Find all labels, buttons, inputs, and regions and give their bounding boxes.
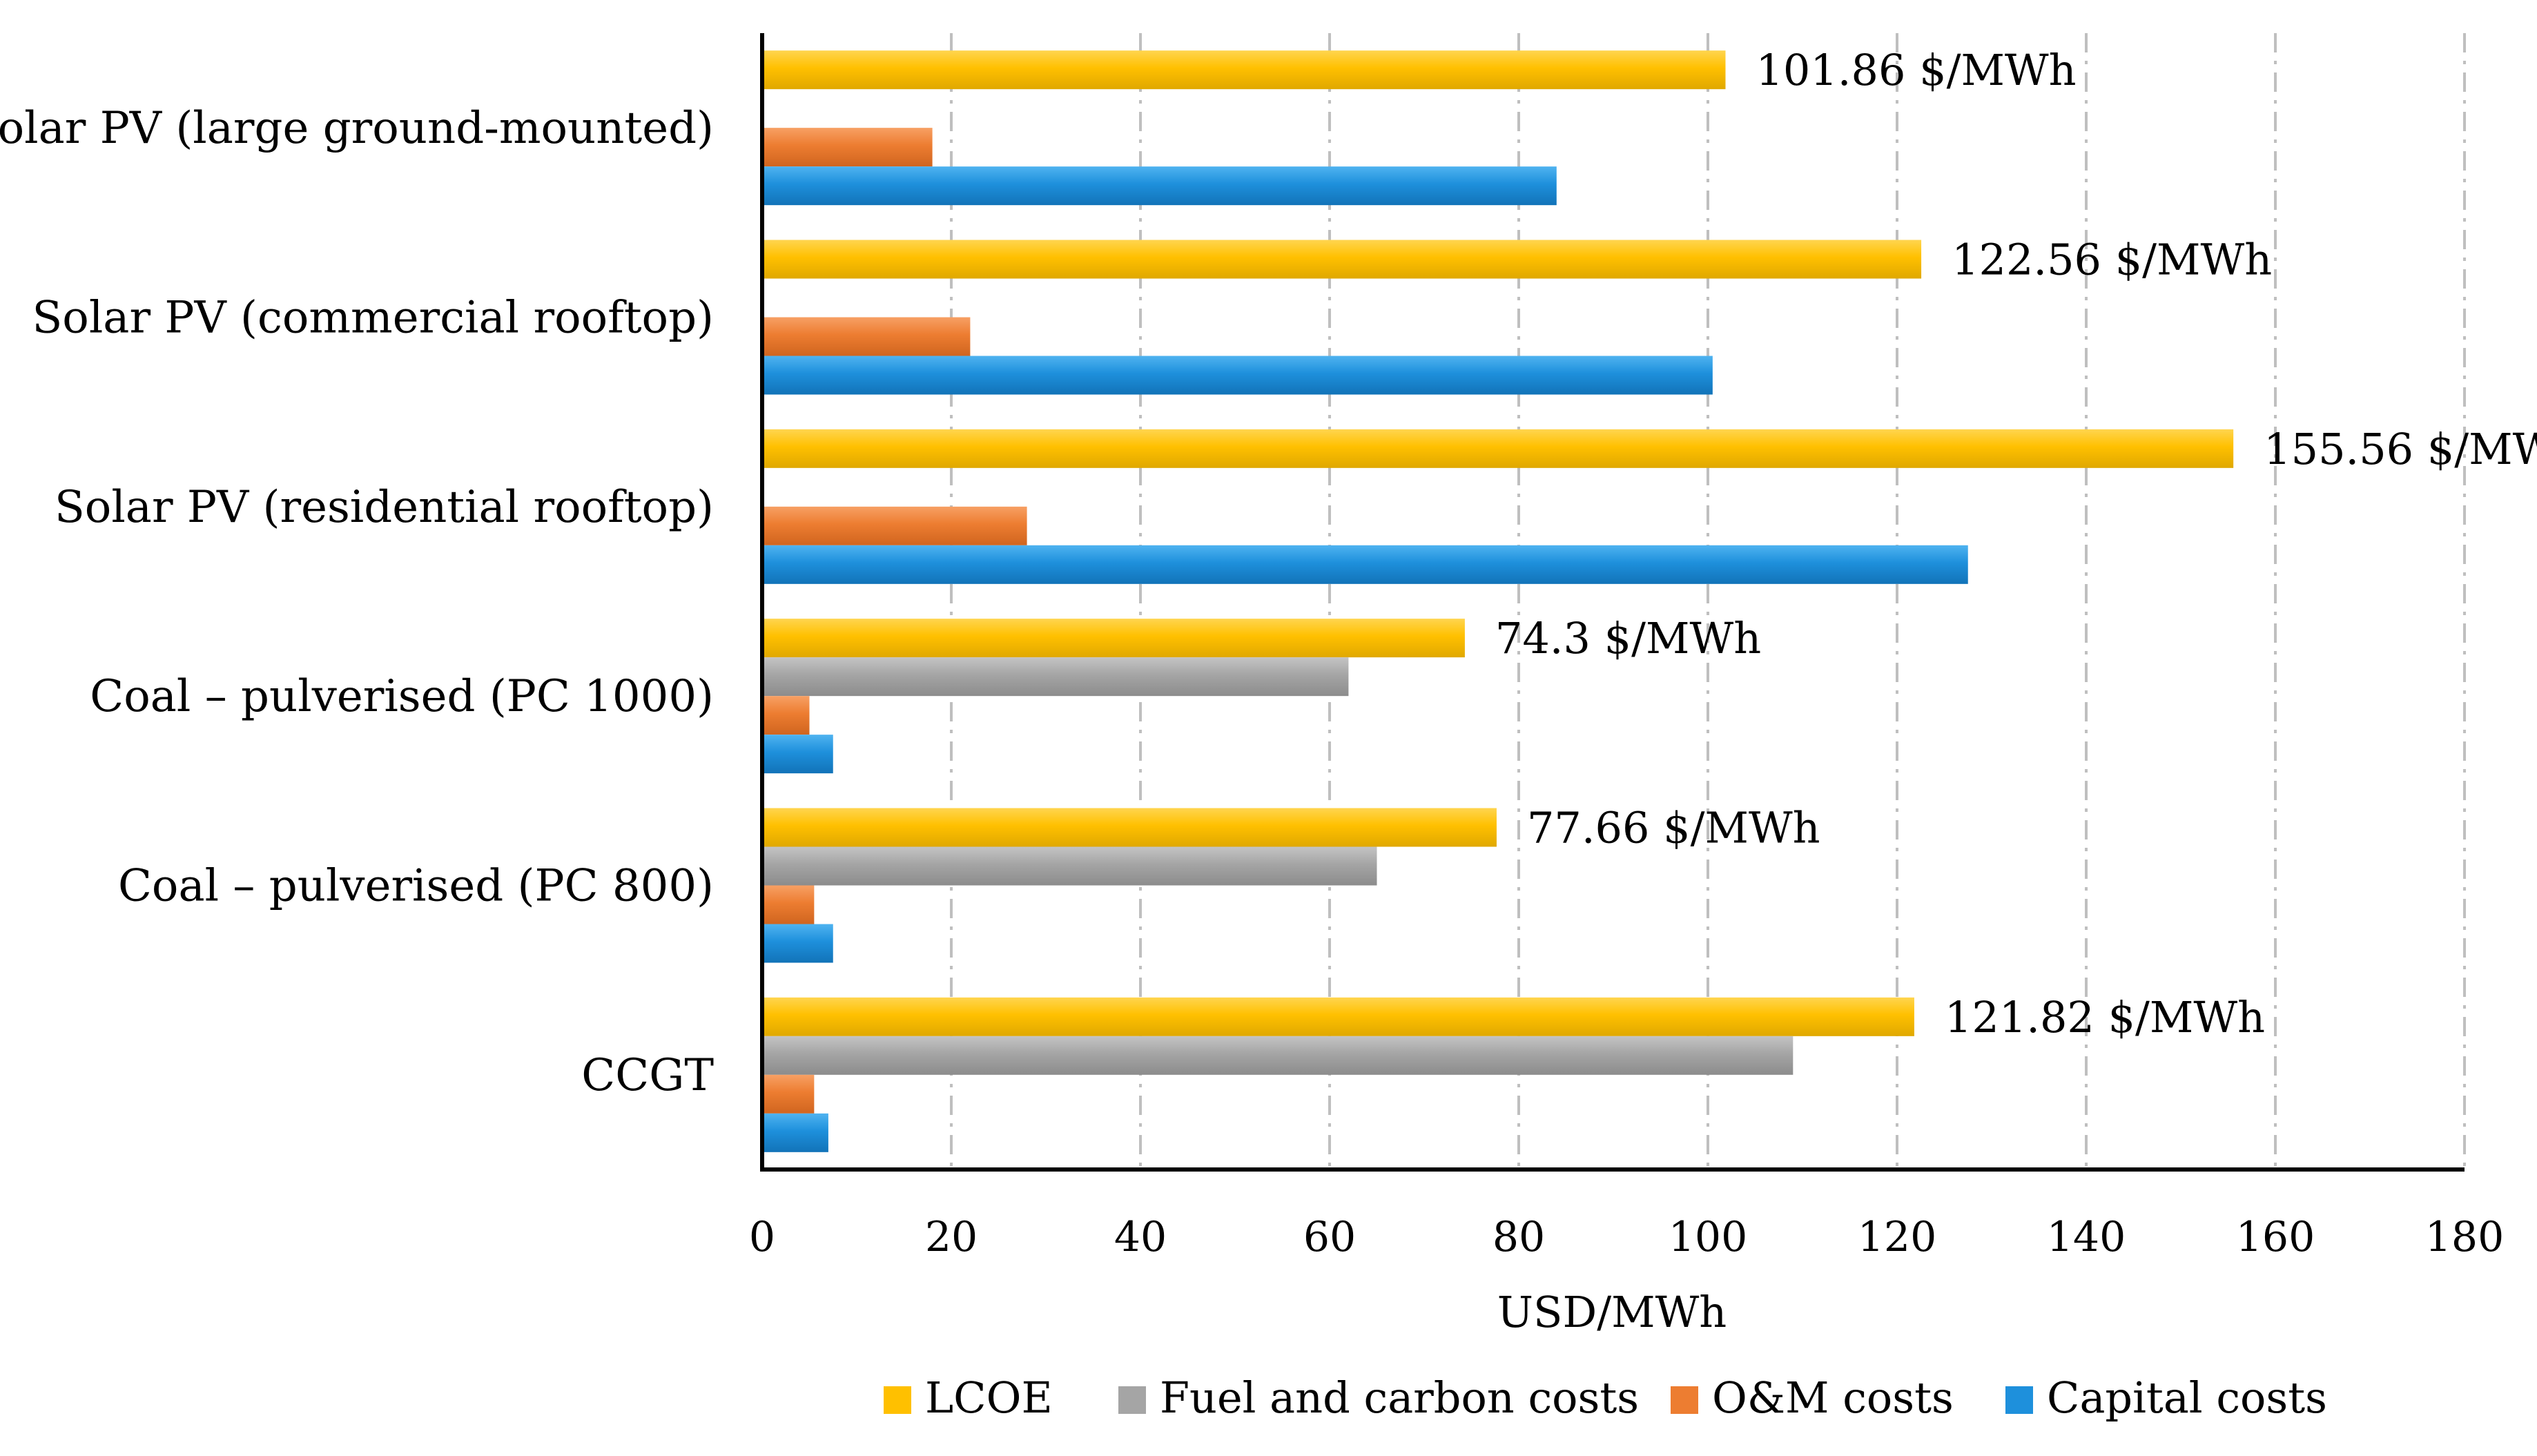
bar-o-m-costs bbox=[762, 1074, 815, 1114]
bar-fuel-and-carbon-costs bbox=[762, 1036, 1794, 1075]
bar-o-m-costs bbox=[762, 696, 810, 735]
data-label-lcoe: 101.86 $/MWh bbox=[1756, 45, 2076, 95]
bar-capital-costs bbox=[762, 924, 833, 963]
bar-capital-costs bbox=[762, 735, 833, 774]
category-label: Coal – pulverised (PC 800) bbox=[118, 861, 714, 912]
bar-o-m-costs bbox=[762, 885, 815, 924]
grid-lines bbox=[950, 33, 2466, 1169]
data-label-lcoe: 121.82 $/MWh bbox=[1945, 992, 2265, 1042]
x-tick-label: 20 bbox=[925, 1213, 978, 1261]
bar-lcoe bbox=[762, 997, 1914, 1036]
labels: 0 20 40 60 80 100 120 140 160 180 101.86 $/MWh Sola… bbox=[0, 45, 2537, 1261]
x-tick-label: 120 bbox=[1858, 1213, 1937, 1261]
bar-fuel-and-carbon-costs bbox=[762, 846, 1377, 886]
bar-o-m-costs bbox=[762, 317, 971, 356]
bar-o-m-costs bbox=[762, 506, 1027, 545]
bars bbox=[762, 50, 2234, 1152]
data-label-lcoe: 74.3 $/MWh bbox=[1495, 613, 1761, 663]
x-tick-label: 60 bbox=[1303, 1213, 1356, 1261]
category-label: Coal – pulverised (PC 1000) bbox=[90, 671, 714, 722]
bar-lcoe bbox=[762, 429, 2234, 468]
data-label-lcoe: 122.56 $/MWh bbox=[1952, 235, 2272, 285]
legend-label-capital-costs: Capital costs bbox=[2047, 1372, 2327, 1423]
x-tick-label: 100 bbox=[1669, 1213, 1748, 1261]
legend-label-o-m-costs: O&M costs bbox=[1712, 1372, 1954, 1423]
bar-lcoe bbox=[762, 808, 1497, 847]
x-tick-label: 140 bbox=[2047, 1213, 2126, 1261]
x-tick-label: 180 bbox=[2425, 1213, 2505, 1261]
bar-fuel-and-carbon-costs bbox=[762, 657, 1349, 697]
data-label-lcoe: 155.56 $/MWh bbox=[2264, 424, 2537, 474]
bar-capital-costs bbox=[762, 356, 1713, 395]
legend: LCOE Fuel and carbon costs O&M costs Capita… bbox=[884, 1372, 2327, 1423]
category-label: Solar PV (residential rooftop) bbox=[55, 482, 714, 533]
legend-swatch-lcoe bbox=[884, 1386, 911, 1414]
legend-label-lcoe: LCOE bbox=[925, 1372, 1053, 1423]
bar-capital-costs bbox=[762, 545, 1968, 584]
x-tick-label: 40 bbox=[1114, 1213, 1167, 1261]
x-tick-label: 0 bbox=[749, 1213, 775, 1261]
axes bbox=[760, 33, 2465, 1172]
data-label-lcoe: 77.66 $/MWh bbox=[1527, 803, 1820, 853]
legend-swatch-capital-costs bbox=[2005, 1386, 2033, 1414]
category-label: Solar PV (large ground-mounted) bbox=[0, 103, 714, 154]
x-axis-title: USD/MWh bbox=[1497, 1287, 1727, 1337]
legend-swatch-fuel-and-carbon-costs bbox=[1118, 1386, 1146, 1414]
legend-swatch-o-m-costs bbox=[1671, 1386, 1698, 1414]
category-label: Solar PV (commercial rooftop) bbox=[32, 293, 714, 344]
bar-capital-costs bbox=[762, 1113, 828, 1152]
x-tick-label: 80 bbox=[1493, 1213, 1545, 1261]
x-tick-label: 160 bbox=[2236, 1213, 2315, 1261]
legend-label-fuel-and-carbon-costs: Fuel and carbon costs bbox=[1160, 1372, 1639, 1423]
category-label: CCGT bbox=[581, 1050, 714, 1101]
bar-lcoe bbox=[762, 50, 1726, 90]
bar-lcoe bbox=[762, 240, 1922, 279]
bar-o-m-costs bbox=[762, 128, 933, 167]
bar-lcoe bbox=[762, 619, 1465, 658]
bar-capital-costs bbox=[762, 166, 1557, 206]
